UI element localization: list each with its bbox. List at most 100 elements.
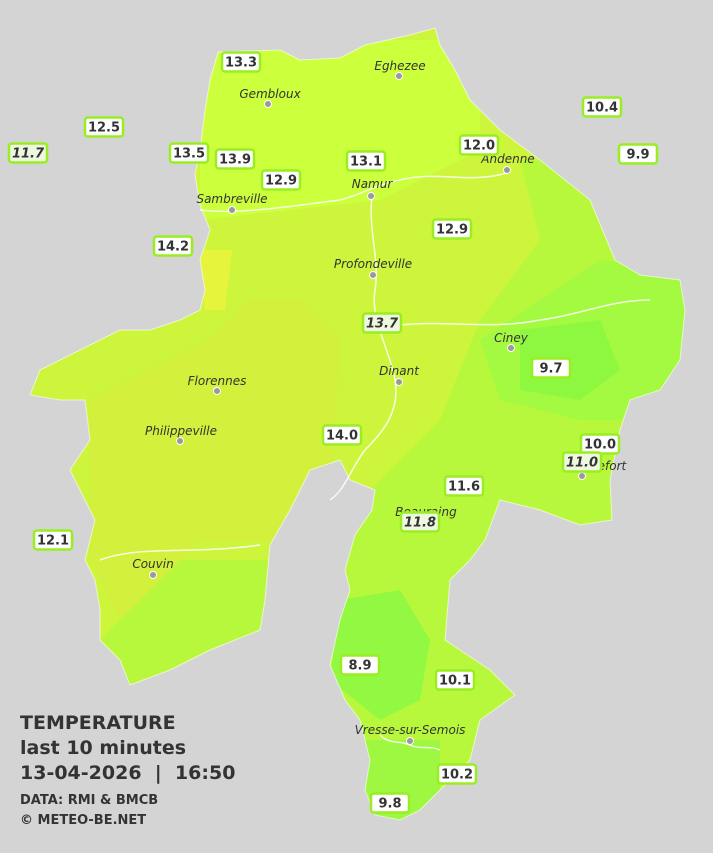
station-label: 9.9: [626, 148, 649, 163]
station-label: 13.5: [173, 147, 205, 162]
station-box: [260, 169, 302, 191]
station-label: 12.5: [88, 121, 120, 136]
station-label: 11.0: [566, 456, 598, 471]
station-label: 11.6: [448, 480, 480, 495]
station-label: 12.1: [37, 534, 69, 549]
station-label: 12.9: [265, 174, 297, 189]
station: 14.0: [321, 424, 363, 446]
station-box: [434, 669, 476, 691]
station-box: [7, 142, 49, 164]
legend-subtitle: last 10 minutes: [20, 737, 186, 759]
station-label: 10.4: [586, 101, 618, 116]
legend-credit: © METEO-BE.NET: [20, 813, 146, 828]
city-dot: [176, 437, 184, 445]
city-dot: [406, 737, 414, 745]
station: 11.8: [399, 511, 441, 533]
city-label: Ciney: [494, 331, 529, 345]
station: 11.6: [443, 475, 485, 497]
station: 9.9: [617, 143, 659, 165]
legend-title: TEMPERATURE: [20, 712, 176, 734]
station: 12.9: [431, 218, 473, 240]
station-label: 9.7: [539, 362, 562, 377]
city-dot: [507, 344, 515, 352]
station-box: [321, 424, 363, 446]
station-box: [361, 312, 403, 334]
station-label: 13.3: [225, 56, 257, 71]
station-label: 9.8: [378, 797, 401, 812]
station: 14.2: [152, 235, 194, 257]
station-box: [530, 357, 572, 379]
station-label: 10.2: [441, 768, 473, 783]
city-label: Sambreville: [196, 192, 267, 206]
city-dot: [395, 378, 403, 386]
city-label: Profondeville: [334, 257, 412, 271]
station-box: [152, 235, 194, 257]
city-dot: [369, 271, 377, 279]
station: 13.3: [220, 51, 262, 73]
city-label: Couvin: [132, 557, 173, 571]
station: 12.1: [32, 529, 74, 551]
rivers: [99, 171, 651, 751]
city-dot: [264, 100, 272, 108]
station-box: [32, 529, 74, 551]
station: 9.8: [369, 792, 411, 814]
station-label: 12.0: [463, 139, 495, 154]
station: 13.7: [361, 312, 403, 334]
station-label: 13.9: [219, 153, 251, 168]
city-dot: [213, 387, 221, 395]
legend-datetime: 13-04-2026 | 16:50: [20, 762, 235, 784]
station-label: 12.9: [436, 223, 468, 238]
station-box: [617, 143, 659, 165]
city-label: Philippeville: [145, 424, 217, 438]
station: 13.9: [214, 148, 256, 170]
legend-source: DATA: RMI & BMCB: [20, 793, 158, 808]
station-box: [436, 763, 478, 785]
station-box: [339, 654, 381, 676]
station-box: [220, 51, 262, 73]
station: 11.7: [7, 142, 49, 164]
station: 8.9: [339, 654, 381, 676]
station-box: [399, 511, 441, 533]
station-box: [581, 96, 623, 118]
city-label: Gembloux: [239, 87, 301, 101]
city-dot: [367, 192, 375, 200]
station: 10.4: [581, 96, 623, 118]
station-box: [168, 142, 210, 164]
station-box: [83, 116, 125, 138]
station-label: 14.0: [326, 429, 358, 444]
station: 13.1: [345, 150, 387, 172]
city-label: Florennes: [188, 374, 247, 388]
station: 12.9: [260, 169, 302, 191]
station-box: [561, 451, 603, 473]
station-box: [345, 150, 387, 172]
station-label: 13.1: [350, 155, 382, 170]
city-dot: [503, 166, 511, 174]
station-label: 14.2: [157, 240, 189, 255]
station-box: [443, 475, 485, 497]
city-label: Vresse-sur-Semois: [355, 723, 466, 737]
city-dot: [228, 206, 236, 214]
station-box: [369, 792, 411, 814]
station: 10.1: [434, 669, 476, 691]
station-label: 10.0: [584, 438, 616, 453]
city-dot: [578, 472, 586, 480]
station: 9.7: [530, 357, 572, 379]
station: 12.5: [83, 116, 125, 138]
station-box: [431, 218, 473, 240]
station-label: 13.7: [366, 317, 399, 332]
city-label: Namur: [352, 177, 394, 191]
station-box: [214, 148, 256, 170]
city-dot: [149, 571, 157, 579]
station: 10.0: [579, 433, 621, 455]
station-label: 11.8: [404, 516, 436, 531]
city-label: Eghezee: [374, 59, 425, 73]
station: 13.5: [168, 142, 210, 164]
station: 12.0: [458, 134, 500, 156]
city-dot: [395, 72, 403, 80]
station-box: [458, 134, 500, 156]
station-label: 11.7: [12, 147, 45, 162]
city-label: Dinant: [379, 364, 420, 378]
station: 11.0: [561, 451, 603, 473]
station-label: 10.1: [439, 674, 471, 689]
